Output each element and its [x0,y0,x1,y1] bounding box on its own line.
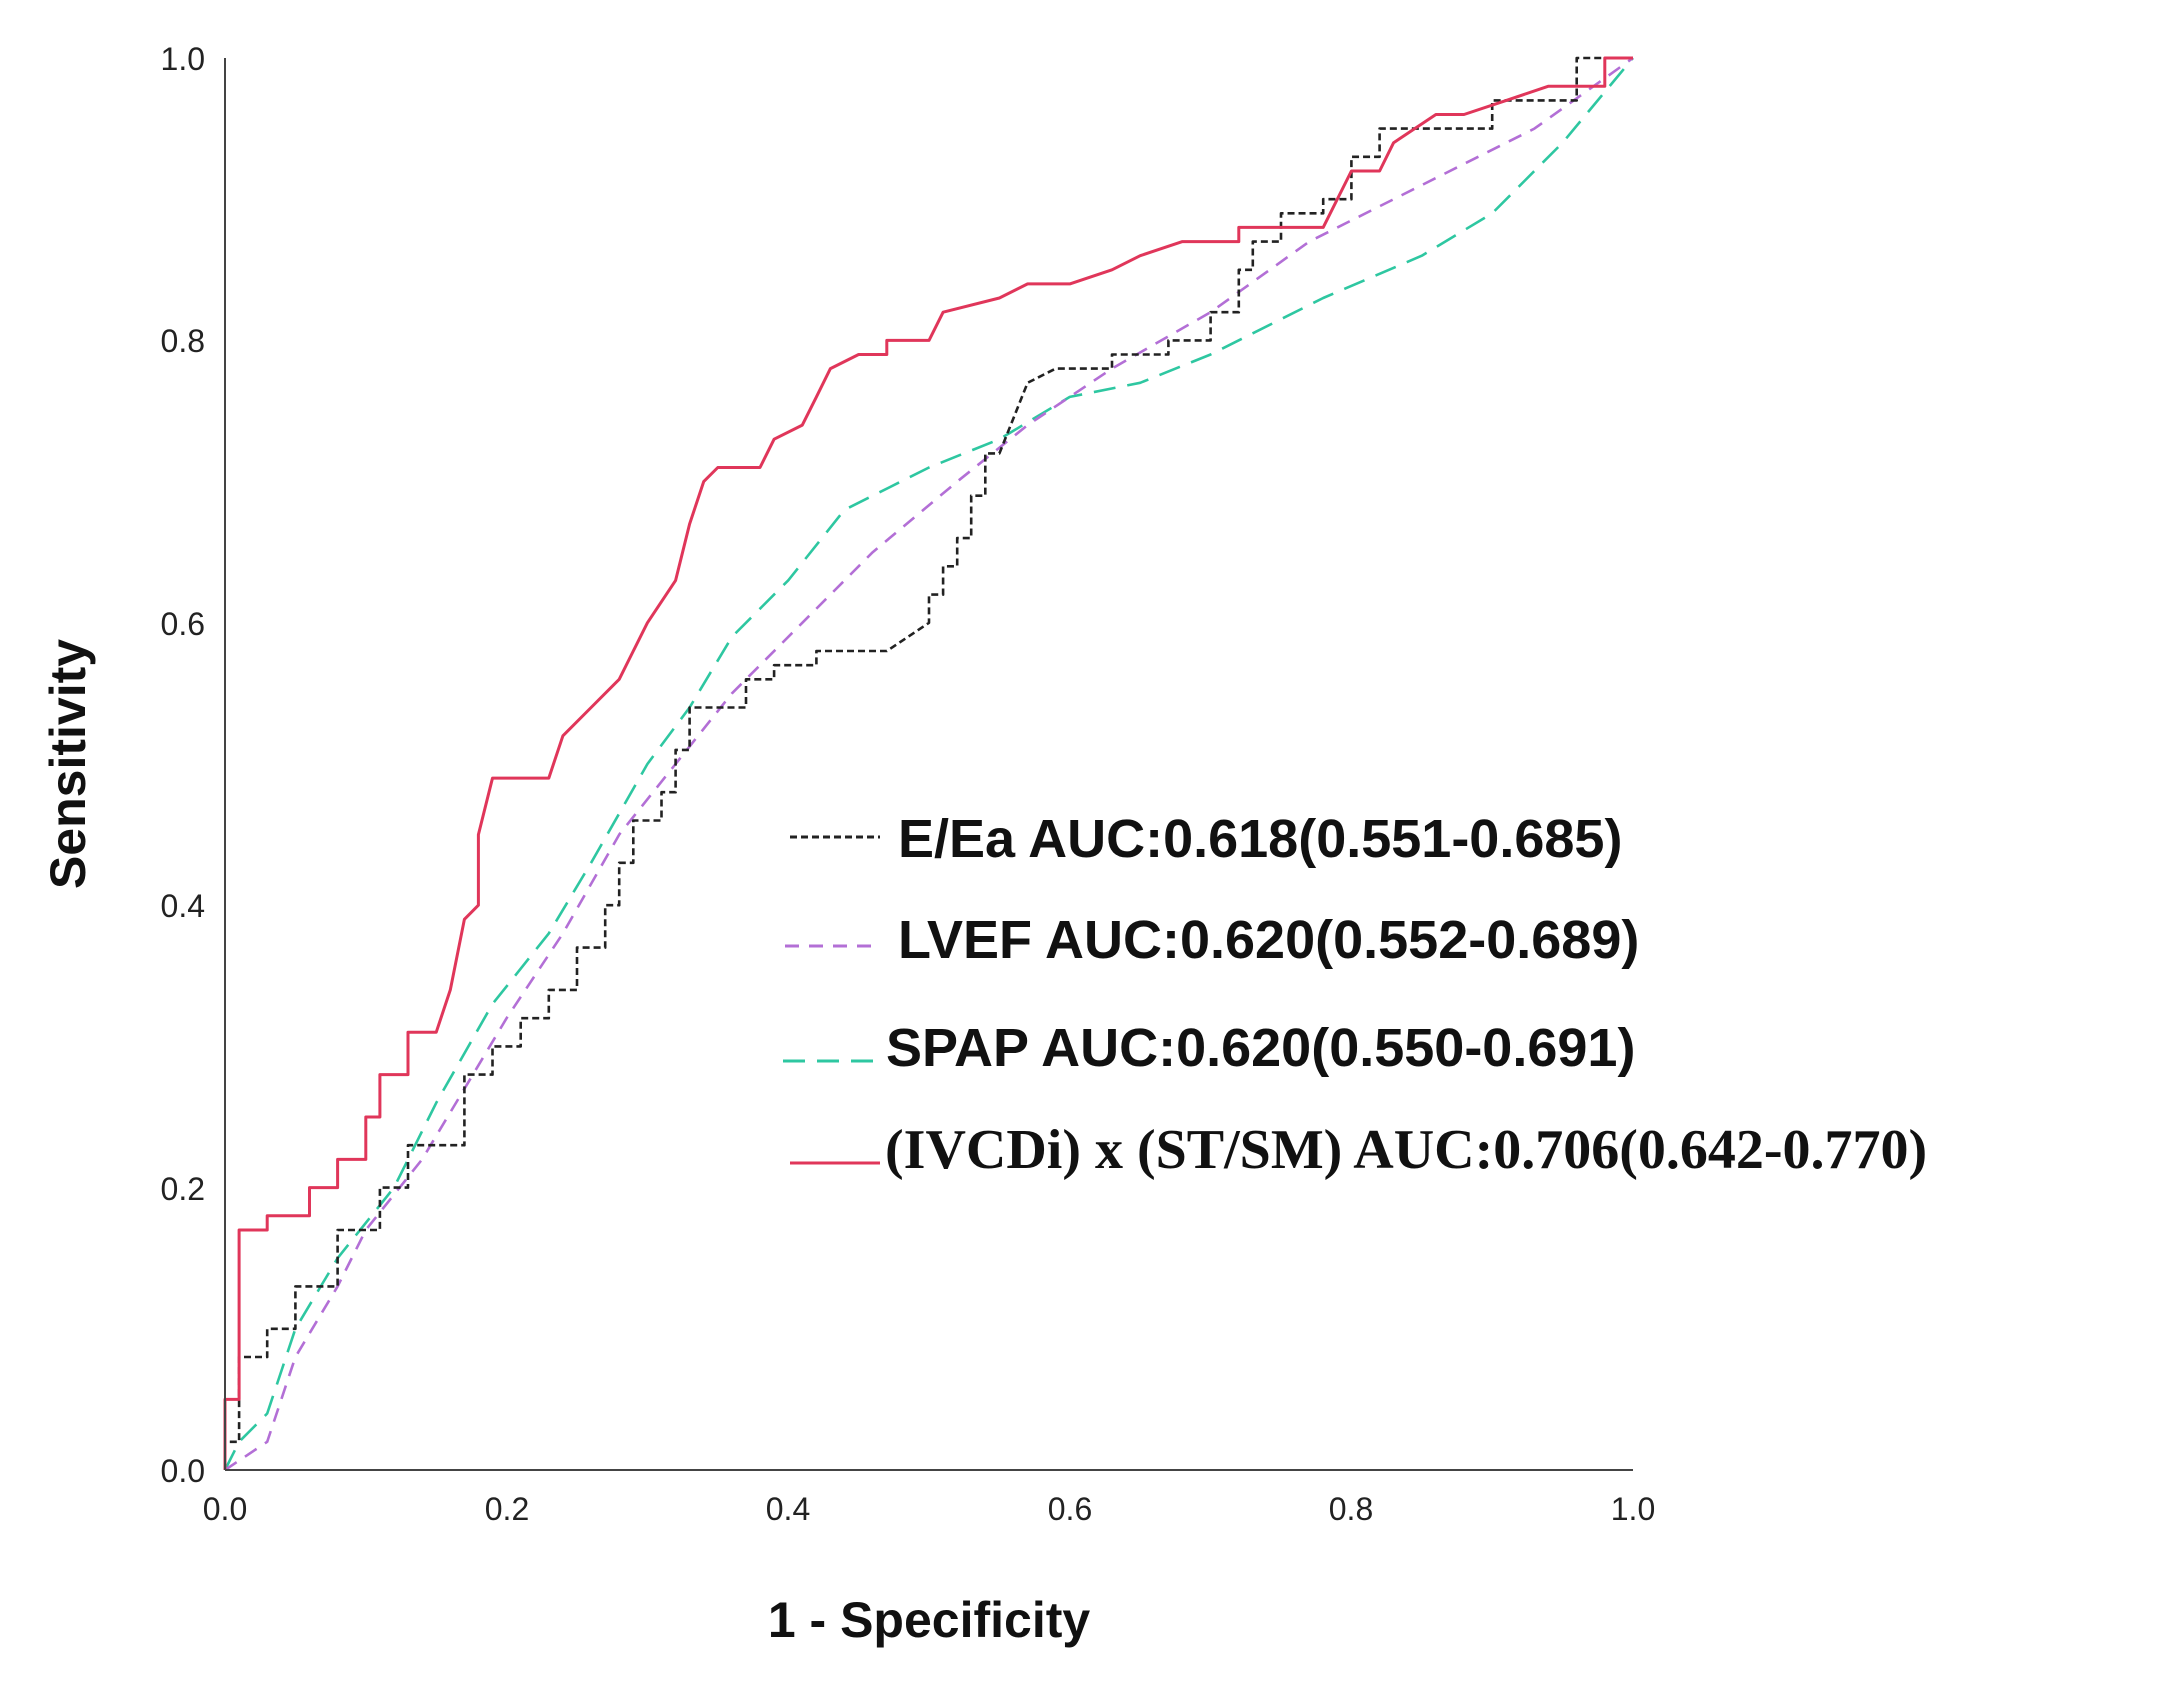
legend-ci-value: 0.642-0.770 [1638,1119,1909,1181]
y-axis-title: Sensitivity [40,639,96,889]
x-tick-label: 0.0 [203,1491,247,1527]
legend-series-name: (IVCDi) x (ST/SM) [885,1119,1342,1181]
legend-series-name: SPAP [886,1018,1028,1078]
y-tick-label: 0.2 [161,1171,205,1207]
x-axis-title: 1 - Specificity [768,1592,1091,1648]
legend-auc-label: AUC: [1041,1018,1176,1078]
legend-ci-open: ( [1619,1119,1638,1181]
legend-auc-value: 0.620 [1176,1018,1311,1078]
legend-ci-close: ) [1621,910,1639,970]
axes [224,58,1633,1471]
legend-ci-open: ( [1298,809,1316,869]
legend-label-lvef: LVEF AUC:0.620(0.552-0.689) [898,910,1639,970]
x-tick-label: 0.4 [766,1491,810,1527]
legend-ci-value: 0.552-0.689 [1333,910,1621,970]
y-tick-label: 1.0 [161,41,205,77]
y-tick-label: 0.4 [161,888,205,924]
legend-ci-open: ( [1315,910,1333,970]
legend-auc-label: AUC: [1028,809,1163,869]
legend-series-name: LVEF [898,910,1032,970]
legend-series-name: E/Ea [898,809,1016,869]
legend-ci-value: 0.550-0.691 [1329,1018,1617,1078]
legend-auc-label: AUC: [1045,910,1180,970]
legend-auc-value: 0.620 [1180,910,1315,970]
y-tick-label: 0.0 [161,1453,205,1489]
x-tick-label: 0.6 [1048,1491,1092,1527]
legend-ci-close: ) [1909,1119,1928,1181]
legend-label-spap: SPAP AUC:0.620(0.550-0.691) [886,1018,1635,1078]
series-lines [223,56,1634,1472]
x-tick-label: 0.8 [1329,1491,1373,1527]
roc-curve-ivcdi-x-st-sm [223,56,1633,1470]
legend-auc-value: 0.706 [1493,1119,1619,1181]
legend-auc-value: 0.618 [1163,809,1298,869]
y-tick-label: 0.6 [161,606,205,642]
roc-curve-lvef [224,56,1634,1472]
y-tick-label: 0.8 [161,323,205,359]
legend-label-ivcdi: (IVCDi) x (ST/SM) AUC:0.706(0.642-0.770) [885,1119,1927,1181]
legend-ci-value: 0.551-0.685 [1316,809,1604,869]
legend-ci-close: ) [1617,1018,1635,1078]
x-tick-labels: 0.0 0.2 0.4 0.6 0.8 1.0 [203,1491,1655,1527]
legend-ci-close: ) [1604,809,1622,869]
y-tick-labels: 0.0 0.2 0.4 0.6 0.8 1.0 [161,41,205,1489]
legend-auc-label: AUC: [1353,1119,1493,1181]
legend: E/Ea AUC:0.618(0.551-0.685) LVEF AUC:0.6… [783,809,1927,1181]
legend-ci-open: ( [1311,1018,1329,1078]
x-tick-label: 1.0 [1611,1491,1655,1527]
legend-label-e-ea: E/Ea AUC:0.618(0.551-0.685) [898,809,1622,869]
roc-curve-e-ea [223,56,1633,1470]
x-tick-label: 0.2 [485,1491,529,1527]
